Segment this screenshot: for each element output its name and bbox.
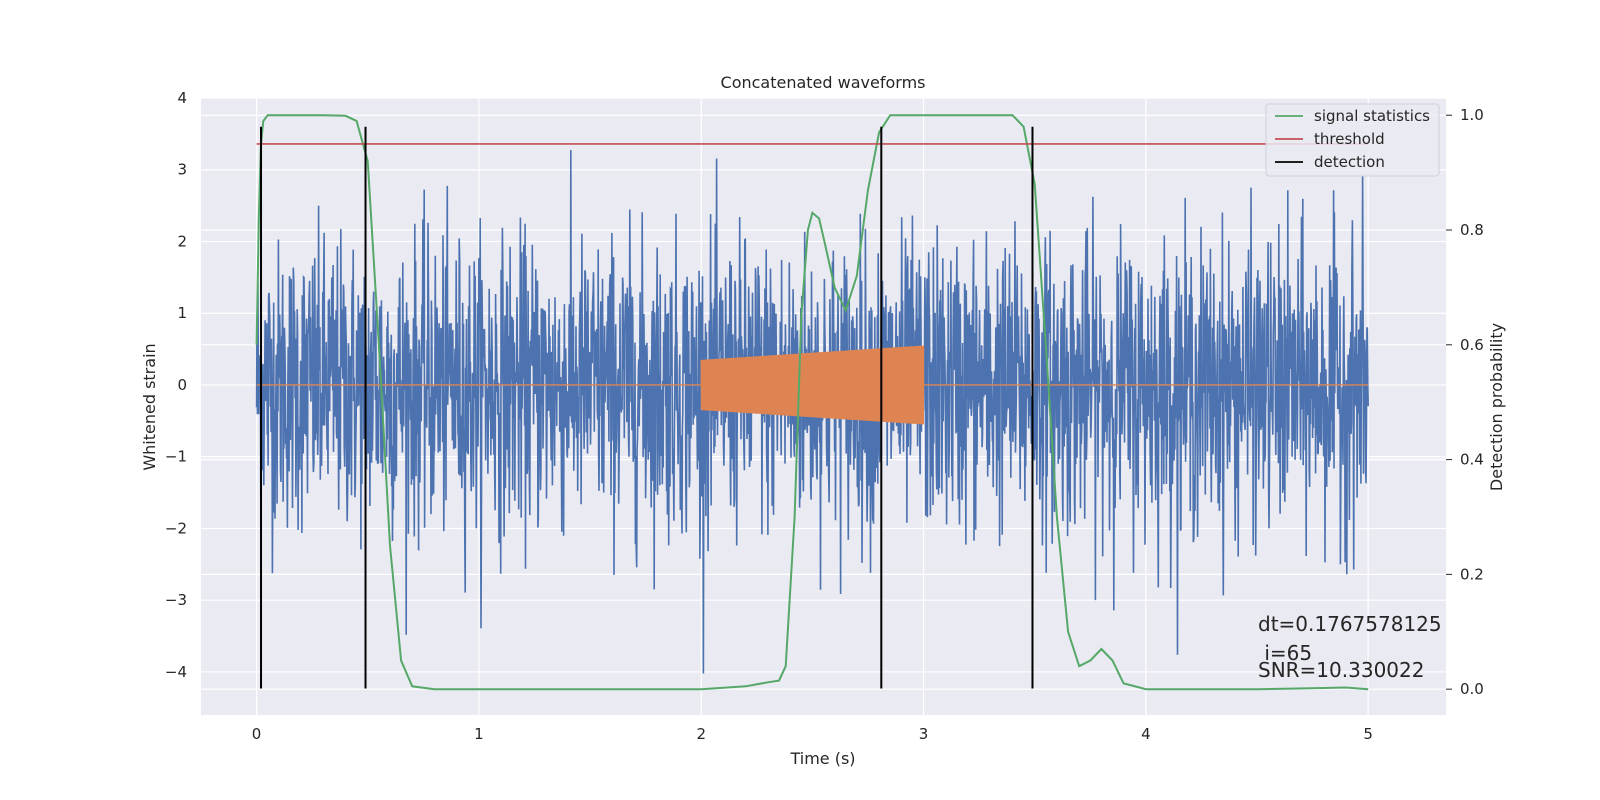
legend-box (1265, 103, 1440, 177)
legend-label-threshold: threshold (1314, 130, 1385, 148)
y-left-tick-label: −3 (165, 591, 187, 609)
x-tick-label: 5 (1363, 725, 1373, 743)
detection-series (260, 126, 1034, 689)
x-tick-label: 3 (919, 725, 929, 743)
annotation-index: i=65 (1258, 641, 1312, 665)
y-left-tick-label: 2 (177, 232, 187, 250)
signal-statistics-line (255, 114, 1369, 691)
y-left-tick-label: 1 (177, 304, 187, 322)
y-left-tick-label: 3 (177, 161, 187, 179)
signal-statistics-series (255, 114, 1369, 691)
annotation-snr: SNR=10.330022 (1258, 658, 1424, 682)
legend-label-detection: detection (1314, 153, 1385, 171)
y-left-tick-label: −4 (165, 663, 187, 681)
y-left-tick-label: 4 (177, 89, 187, 107)
legend-label-signal-statistics: signal statistics (1314, 107, 1430, 125)
x-tick-label: 1 (474, 725, 484, 743)
y-left-tick-label: 0 (177, 376, 187, 394)
x-tick-label: 4 (1141, 725, 1151, 743)
template-line (256, 345, 1369, 425)
x-axis-label: Time (s) (789, 749, 855, 768)
y-right-tick-label: 1.0 (1460, 106, 1484, 124)
y-axis-right-label: Detection probability (1487, 323, 1506, 491)
x-tick-label: 2 (696, 725, 706, 743)
x-tick-label: 0 (252, 725, 262, 743)
chart-title: Concatenated waveforms (721, 73, 926, 92)
tick-labels: 0 1 2 3 4 5 4 3 2 1 0 −1 −2 −3 −4 1.0 0.8 0.6 0.4 0.2 0.0 (165, 89, 1484, 743)
y-left-tick-label: −2 (165, 519, 187, 537)
template-series (256, 345, 1369, 425)
y-right-tick-label: 0.2 (1460, 565, 1484, 583)
y-axis-left-label: Whitened strain (140, 343, 159, 470)
y-right-tick-label: 0.6 (1460, 336, 1484, 354)
y-right-tick-label: 0.0 (1460, 680, 1484, 698)
y-right-tick-label: 0.4 (1460, 451, 1484, 469)
y-right-tick-label: 0.8 (1460, 221, 1484, 239)
y-left-tick-label: −1 (165, 448, 187, 466)
annotation-dt: dt=0.1767578125 (1258, 612, 1442, 636)
legend: signal statistics threshold detection (1265, 103, 1440, 177)
